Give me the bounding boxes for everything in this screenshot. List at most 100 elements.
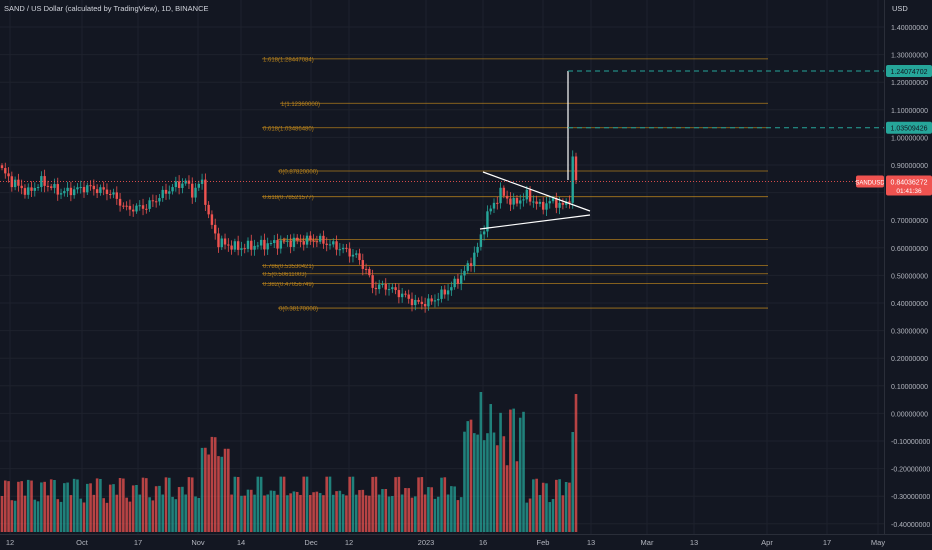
- volume-bar: [309, 495, 312, 532]
- candle-body: [273, 240, 276, 244]
- candle-body: [171, 187, 174, 192]
- volume-bar: [420, 477, 424, 532]
- price-tick-label: 0.50000000: [891, 273, 928, 280]
- candle-body: [443, 289, 446, 295]
- candle-body: [548, 201, 551, 204]
- candle-body: [72, 189, 76, 196]
- volume-bar: [486, 433, 489, 532]
- candle-body: [525, 189, 528, 200]
- candle-body: [112, 192, 115, 195]
- candle-body: [76, 187, 79, 190]
- volume-bar: [361, 489, 365, 532]
- candle-body: [207, 204, 210, 215]
- volume-bar: [525, 502, 529, 532]
- volume-bar: [59, 501, 63, 532]
- triangle-lower-line: [479, 214, 591, 230]
- price-tick-label: 0.10000000: [891, 384, 928, 391]
- volume-bar: [26, 479, 30, 532]
- volume-bar: [440, 477, 443, 532]
- volume-bar: [535, 478, 538, 532]
- volume-bar: [266, 494, 269, 532]
- volume-bar: [263, 495, 266, 532]
- candle-body: [243, 248, 246, 250]
- volume-bar: [161, 494, 165, 532]
- volume-bar: [443, 477, 447, 532]
- volume-bar: [555, 479, 558, 532]
- price-tick-label: 0.00000000: [891, 411, 928, 418]
- candle-body: [122, 205, 125, 207]
- candle-body: [305, 235, 309, 245]
- candle-body: [492, 202, 496, 209]
- volume-bar: [256, 476, 260, 532]
- volume-bar: [387, 496, 391, 532]
- candle-body: [115, 192, 118, 199]
- candle-body: [220, 238, 223, 248]
- candle-body: [154, 201, 158, 203]
- candle-body: [296, 237, 299, 241]
- candle-body: [256, 245, 260, 247]
- volume-bar: [259, 476, 263, 532]
- volume-bar: [43, 481, 46, 532]
- candle-body: [361, 260, 364, 269]
- volume-bar: [276, 494, 279, 532]
- chart-title: SAND / US Dollar (calculated by TradingV…: [4, 4, 209, 13]
- candle-body: [217, 233, 220, 248]
- triangle-upper-line: [482, 171, 591, 212]
- candle-body: [50, 186, 53, 188]
- candle-body: [325, 243, 328, 245]
- target-price-tag: [886, 64, 932, 77]
- volume-bar: [476, 434, 479, 532]
- candle-body: [345, 247, 348, 249]
- time-tick-label: Oct: [76, 538, 89, 547]
- volume-bar: [433, 498, 437, 532]
- candle-body: [433, 300, 437, 302]
- volume-bar: [197, 497, 201, 532]
- volume-bar: [200, 447, 204, 532]
- volume-bar: [118, 478, 122, 532]
- volume-bar: [312, 492, 315, 532]
- candle-body: [200, 179, 204, 184]
- volume-bar: [407, 488, 411, 532]
- volume-bar: [66, 482, 69, 532]
- volume-bar: [351, 476, 355, 532]
- fib-level-label: 1(0.63000000): [279, 238, 318, 244]
- volume-bar: [246, 489, 250, 532]
- volume-bar: [509, 409, 512, 532]
- candle-body: [82, 186, 86, 193]
- time-tick-label: 14: [237, 538, 245, 547]
- candle-body: [364, 268, 368, 270]
- volume-bar: [413, 496, 417, 532]
- price-tick-label: 0.90000000: [891, 163, 928, 170]
- volume-bar: [561, 495, 565, 532]
- volume-bar: [430, 487, 433, 532]
- candle-body: [263, 239, 266, 250]
- volume-bar: [286, 495, 289, 532]
- volume-bar: [181, 486, 184, 532]
- volume-bar: [207, 454, 210, 532]
- volume-bar: [240, 495, 243, 532]
- time-tick-label: 12: [345, 538, 353, 547]
- price-tick-label: 0.20000000: [891, 356, 928, 363]
- volume-bar: [10, 500, 14, 532]
- price-tick-label: 0.70000000: [891, 218, 928, 225]
- candle-body: [109, 193, 112, 195]
- candle-body: [489, 208, 492, 212]
- volume-bar: [463, 431, 466, 532]
- volume-bar: [141, 477, 145, 532]
- candle-body: [341, 247, 345, 250]
- volume-bar: [249, 489, 253, 532]
- volume-bar: [499, 412, 502, 532]
- time-tick-label: 13: [690, 538, 698, 547]
- volume-bar: [325, 476, 329, 532]
- fib-level-label: 1(1.12360000): [281, 102, 320, 108]
- candle-body: [27, 187, 30, 195]
- candle-body: [135, 205, 138, 212]
- volume-bar: [495, 445, 499, 532]
- candle-body: [56, 184, 59, 195]
- candle-body: [259, 239, 263, 246]
- target-price-tag: [886, 121, 932, 134]
- volume-bar: [397, 476, 401, 532]
- candle-body: [371, 275, 374, 288]
